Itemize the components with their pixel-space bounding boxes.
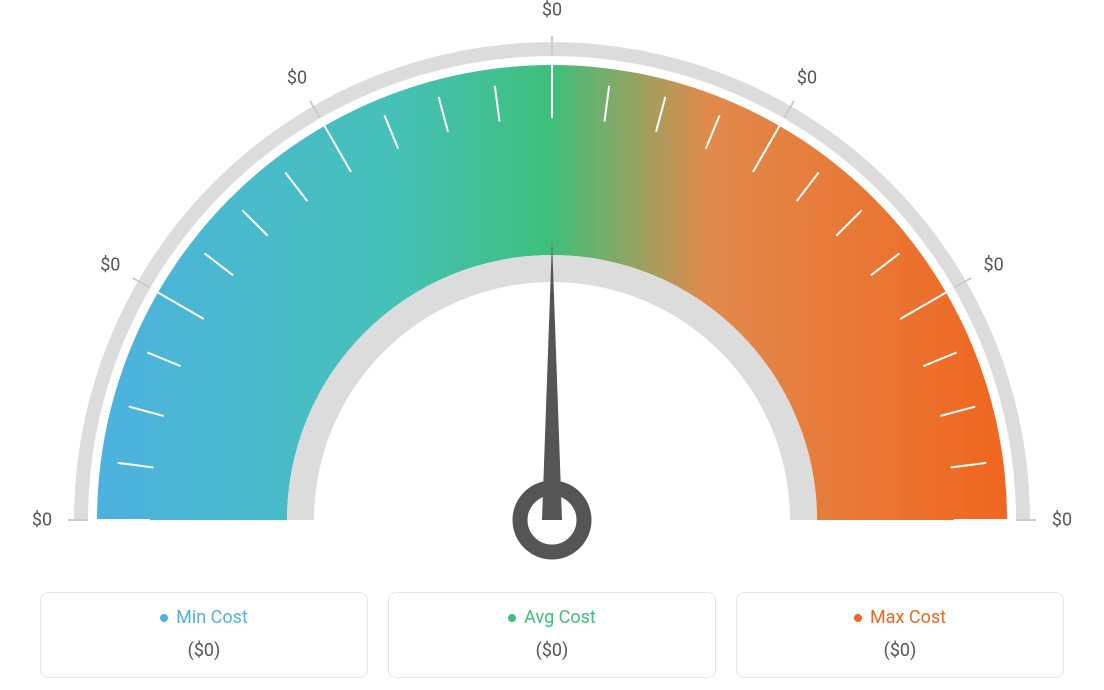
legend-dot-min xyxy=(160,614,168,622)
legend-label-max: Max Cost xyxy=(870,607,946,628)
gauge-chart: $0 $0 $0 $0 $0 $0 $0 xyxy=(0,0,1104,560)
legend-card-max: Max Cost ($0) xyxy=(736,592,1064,679)
gauge-tick-label: $0 xyxy=(984,255,1004,276)
legend-value-max: ($0) xyxy=(737,640,1063,661)
legend-title-max: Max Cost xyxy=(854,607,946,628)
gauge-tick-label: $0 xyxy=(1052,510,1072,531)
gauge-tick-label: $0 xyxy=(287,68,307,89)
legend-label-avg: Avg Cost xyxy=(524,607,596,628)
legend-card-avg: Avg Cost ($0) xyxy=(388,592,716,679)
legend-card-min: Min Cost ($0) xyxy=(40,592,368,679)
legend-title-avg: Avg Cost xyxy=(508,607,596,628)
gauge-tick-label: $0 xyxy=(797,68,817,89)
legend-dot-max xyxy=(854,614,862,622)
legend-title-min: Min Cost xyxy=(160,607,248,628)
legend-value-avg: ($0) xyxy=(389,640,715,661)
legend-value-min: ($0) xyxy=(41,640,367,661)
gauge-tick-label: $0 xyxy=(542,0,562,21)
legend-dot-avg xyxy=(508,614,516,622)
gauge-tick-label: $0 xyxy=(32,510,52,531)
legend-row: Min Cost ($0) Avg Cost ($0) Max Cost ($0… xyxy=(40,592,1064,679)
legend-label-min: Min Cost xyxy=(176,607,248,628)
gauge-svg xyxy=(0,0,1104,560)
gauge-tick-label: $0 xyxy=(100,255,120,276)
